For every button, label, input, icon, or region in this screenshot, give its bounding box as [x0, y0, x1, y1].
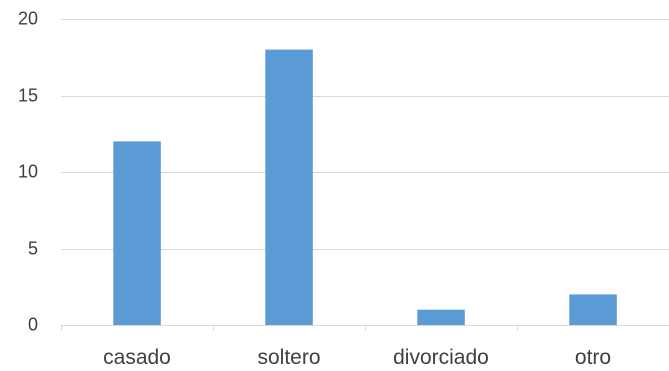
y-tick-label: 20 [18, 8, 38, 28]
x-tick-label-casado: casado [103, 346, 171, 369]
x-axis-labels: casado soltero divorciado otro [103, 346, 611, 369]
x-tick-label-divorciado: divorciado [393, 346, 489, 369]
x-tick-label-soltero: soltero [257, 346, 320, 369]
y-tick-label: 10 [18, 161, 38, 181]
y-axis-labels: 0 5 10 15 20 [18, 8, 38, 334]
x-axis [61, 325, 669, 331]
bar-divorciado [417, 309, 465, 325]
y-tick-label: 15 [18, 85, 38, 105]
bar-soltero [265, 49, 313, 325]
bars [113, 49, 617, 325]
bar-otro [569, 294, 617, 325]
y-tick-label: 5 [28, 238, 38, 258]
bar-casado [113, 141, 161, 325]
gridlines [61, 19, 669, 250]
y-tick-label: 0 [28, 314, 38, 334]
x-tick-label-otro: otro [575, 346, 611, 369]
